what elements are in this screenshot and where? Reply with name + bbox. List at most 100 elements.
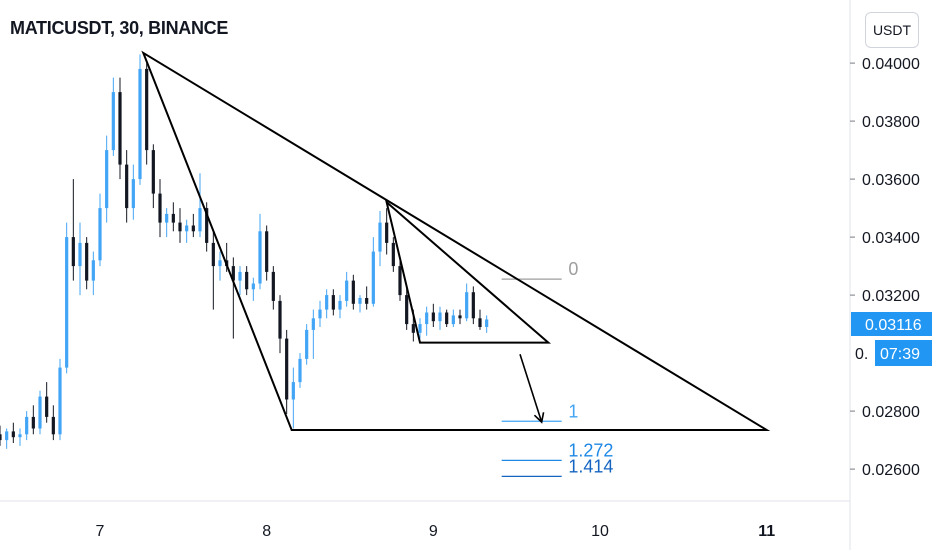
y-tick-label: 0.02800: [862, 404, 920, 421]
trendline-drawings: [141, 50, 859, 431]
y-tick-label: 0.03800: [862, 114, 920, 131]
y-tick-label: 0.04000: [862, 56, 920, 73]
candle-body: [51, 416, 55, 435]
x-tick-label: 7: [96, 523, 105, 540]
price-label-partial: 0.: [855, 346, 868, 363]
candle-body: [205, 208, 209, 243]
bar-countdown: 07:39: [880, 346, 920, 363]
fib-level-label: 1.414: [568, 456, 613, 476]
candle-body: [131, 179, 135, 209]
candle-body: [325, 295, 329, 310]
target-arrow-head: [533, 412, 545, 424]
candle-body: [58, 367, 62, 435]
candle-body: [171, 213, 175, 223]
candle-body: [11, 431, 15, 438]
candle-body: [245, 271, 249, 290]
x-tick-label: 10: [591, 523, 609, 540]
candle-body: [278, 300, 282, 339]
candle-body: [38, 396, 42, 429]
candle-body: [271, 271, 275, 301]
time-axis[interactable]: 7 8 9 10 11: [96, 523, 776, 540]
candle-body: [165, 213, 169, 223]
candle-body: [465, 292, 469, 319]
candle-body: [105, 150, 109, 209]
candle-body: [478, 318, 482, 327]
candle-body: [125, 164, 129, 209]
candle-body: [85, 242, 89, 281]
x-tick-label: 9: [429, 523, 438, 540]
candle-body: [451, 315, 455, 325]
candle-body: [378, 222, 382, 252]
candle-body: [18, 434, 22, 438]
candle-body: [458, 315, 462, 319]
candle-body: [471, 292, 475, 319]
candle-body: [438, 312, 442, 322]
y-tick-label: 0.03600: [862, 172, 920, 189]
candle-body: [65, 237, 69, 368]
x-tick-label: 8: [262, 523, 271, 540]
candle-body: [158, 193, 162, 223]
candle-body: [78, 242, 82, 267]
last-price-label: 0.03116: [865, 317, 922, 334]
candle-body: [318, 309, 322, 319]
candle-body: [305, 329, 309, 359]
candle-body: [291, 382, 295, 400]
candle-body: [431, 312, 435, 322]
candle-body: [258, 231, 262, 284]
x-tick-label: 11: [758, 523, 775, 540]
candle-body: [25, 416, 29, 435]
candle-body: [0, 434, 2, 441]
candle-body: [285, 338, 289, 400]
candle-body: [145, 68, 149, 151]
candle-body: [411, 324, 415, 333]
currency-unit-button[interactable]: USDT: [865, 12, 919, 48]
candle-body: [371, 251, 375, 304]
candle-body: [358, 298, 362, 304]
candle-body: [138, 68, 142, 180]
fib-level-label: 0: [568, 259, 578, 279]
candle-body: [398, 266, 402, 296]
chart-title: MATICUSDT, 30, BINANCE: [10, 18, 229, 38]
candle-body: [365, 298, 369, 304]
candle-body: [111, 92, 115, 151]
target-arrow: [519, 354, 543, 423]
candle-body: [98, 208, 102, 261]
candle-body: [351, 280, 355, 304]
fib-level-label: 1: [568, 401, 578, 421]
candle-body: [251, 283, 255, 290]
candle-body: [331, 295, 335, 310]
y-tick-label: 0.02600: [862, 462, 920, 479]
candle-body: [118, 92, 122, 165]
descending-triangle-large: [141, 50, 771, 431]
candle-body: [71, 237, 75, 267]
y-tick-label: 0.03200: [862, 288, 920, 305]
candle-body: [385, 222, 389, 243]
last-price-tag: 0.03116 07:39 0.: [851, 312, 932, 366]
candle-body: [405, 295, 409, 325]
candle-body: [185, 225, 189, 232]
candle-body: [238, 271, 242, 281]
candle-body: [311, 318, 315, 330]
candle-body: [198, 208, 202, 232]
fib-level-label: 1.272: [568, 440, 613, 460]
candle-body: [425, 312, 429, 325]
candle-body: [91, 260, 95, 281]
candle-body: [445, 312, 449, 325]
candle-body: [338, 300, 342, 310]
candle-body: [211, 242, 215, 267]
price-axis[interactable]: 0.04000 0.03800 0.03600 0.03400 0.03200 0.028…: [850, 56, 920, 479]
candle-body: [231, 266, 235, 281]
y-tick-label: 0.03400: [862, 230, 920, 247]
candle-body: [218, 260, 222, 267]
candle-body: [418, 324, 422, 333]
candle-body: [151, 150, 155, 194]
candle-body: [485, 319, 489, 327]
candle-body: [5, 431, 9, 441]
candles: [0, 54, 489, 449]
candle-body: [265, 231, 269, 272]
candle-body: [345, 280, 349, 301]
candle-body: [391, 242, 395, 267]
candle-body: [31, 416, 35, 429]
